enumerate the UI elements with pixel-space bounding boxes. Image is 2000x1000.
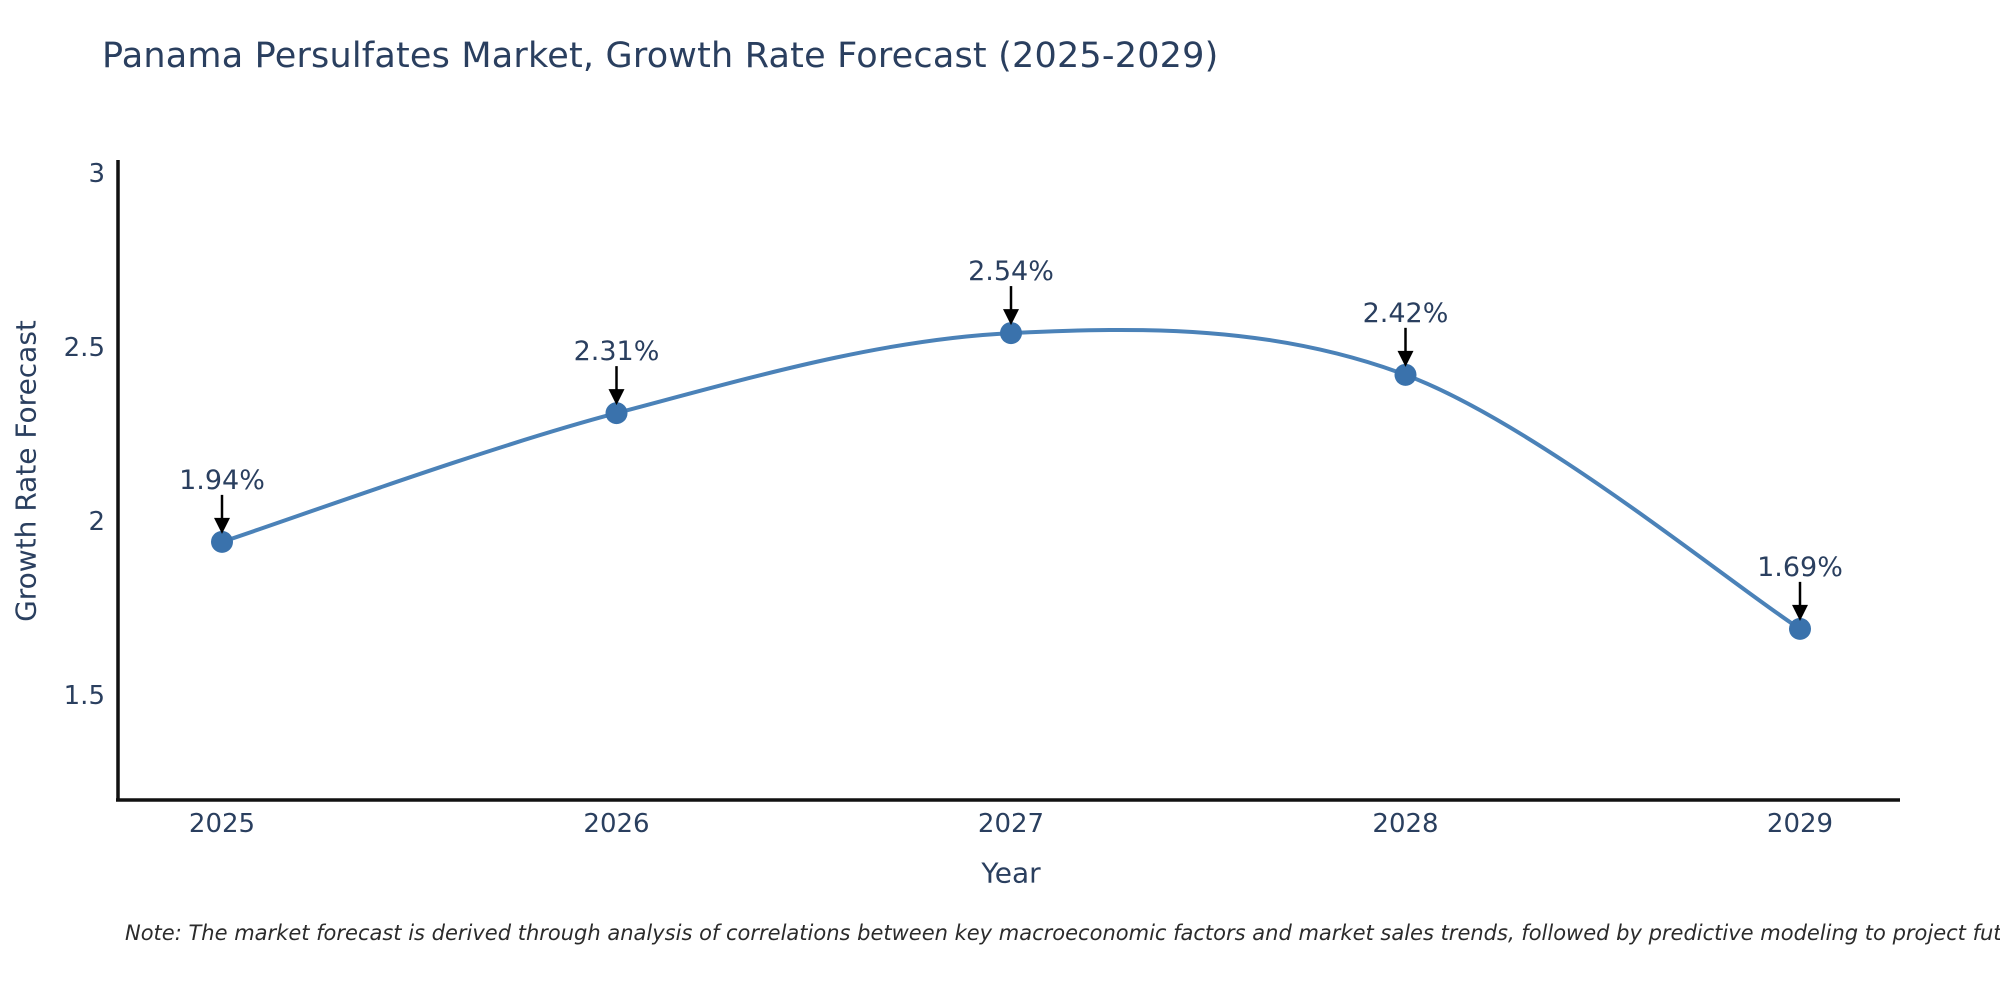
data-point-marker	[1789, 617, 1811, 640]
data-point-label: 1.94%	[179, 465, 265, 496]
data-point-label: 1.69%	[1757, 552, 1843, 583]
annotation-arrowhead	[1003, 309, 1019, 326]
x-axis-ticks: 2025 2026 2027 2028 2029	[189, 809, 1833, 839]
y-axis-title: Growth Rate Forecast	[9, 320, 43, 622]
x-tick-label: 2025	[189, 809, 255, 839]
annotation-arrowhead	[608, 389, 625, 406]
data-point-marker	[1394, 363, 1417, 386]
y-tick-label: 2	[88, 507, 105, 537]
data-point-label: 2.54%	[968, 256, 1054, 287]
data-point-label: 2.42%	[1363, 298, 1449, 329]
note-text: Note: The market forecast is derived thr…	[125, 921, 2000, 945]
x-tick-label: 2029	[1767, 809, 1833, 839]
data-point-marker	[1000, 322, 1022, 345]
annotation-arrowhead	[214, 517, 230, 534]
series-line	[220, 327, 1802, 631]
x-tick-label: 2026	[583, 809, 649, 839]
y-tick-label: 2.5	[64, 333, 105, 363]
x-tick-label: 2028	[1372, 809, 1438, 839]
y-axis-ticks: 3 2.5 2 1.5	[64, 159, 105, 711]
series-group	[211, 322, 1811, 640]
data-point-marker	[211, 530, 233, 553]
annotation-arrowhead	[1792, 604, 1808, 621]
data-point-label: 2.31%	[574, 336, 660, 367]
chart-title: Panama Persulfates Market, Growth Rate F…	[102, 36, 1219, 76]
annotation-arrowhead	[1397, 350, 1414, 367]
data-point-marker	[605, 402, 628, 425]
x-axis-title: Year	[981, 856, 1041, 890]
y-tick-label: 3	[88, 159, 105, 189]
x-tick-label: 2027	[978, 809, 1044, 839]
y-tick-label: 1.5	[64, 681, 105, 711]
annotations-group: 1.94% 2.31% 2.54% 2.42% 1.69%	[179, 256, 1843, 621]
